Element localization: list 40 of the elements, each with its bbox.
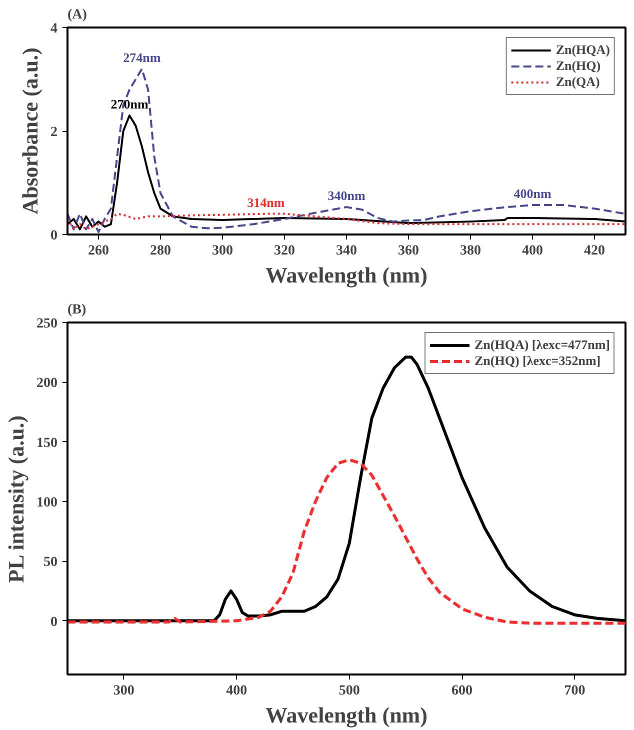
legend-label: Zn(HQA) [556,42,610,58]
x-tick-label: 340 [336,244,357,258]
x-tick-label: 420 [584,244,605,258]
y-tick-label: 200 [36,376,58,392]
x-axis-title: Wavelength (nm) [266,262,428,288]
annotation: 314nm [247,194,285,210]
x-tick-label: 300 [212,244,233,258]
y-tick-label: 4 [50,22,58,36]
x-tick-label: 360 [398,244,419,258]
y-axis-title: Absorbance (a.u.) [18,48,42,214]
x-tick-label: 600 [452,684,473,698]
annotation: 340nm [328,188,366,204]
x-tick-label: 700 [564,684,586,698]
y-axis-title: PL intensity (a.u.) [4,415,28,583]
y-tick-label: 2 [50,125,58,140]
y-tick-label: 250 [36,316,58,332]
x-tick-label: 400 [522,244,543,258]
x-tick-label: 380 [460,244,481,258]
legend-label: Zn(HQA) [λexc=477nm] [474,337,610,353]
chart-title: (A) [68,8,88,22]
y-tick-label: 50 [44,555,58,570]
x-tick-label: 300 [113,684,134,698]
y-tick-label: 150 [36,436,58,451]
y-tick-label: 0 [50,228,58,244]
x-tick-label: 500 [338,684,360,698]
annotation: 274nm [123,50,161,65]
legend-label: Zn(HQ) [λexc=352nm] [474,353,601,369]
line-series [68,212,626,230]
y-tick-label: 0 [50,614,58,630]
x-tick-label: 400 [226,684,248,698]
legend-label: Zn(HQ) [556,58,601,74]
x-tick-label: 260 [88,244,109,258]
x-axis-title: Wavelength (nm) [266,702,428,728]
annotation: 400nm [514,186,552,202]
x-tick-label: 320 [274,244,295,258]
chart-title: (B) [68,302,86,318]
legend-label: Zn(QA) [556,74,600,90]
line-series [68,458,626,625]
y-tick-label: 100 [36,495,58,510]
x-tick-label: 280 [150,244,171,258]
